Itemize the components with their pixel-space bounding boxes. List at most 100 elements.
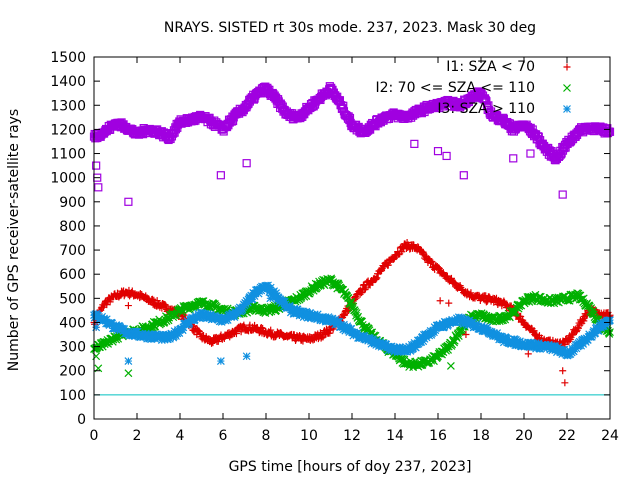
data-point: [422, 333, 431, 342]
data-point: [352, 294, 360, 302]
data-point: [483, 323, 491, 331]
data-point: [295, 311, 304, 320]
data-point: [458, 314, 467, 323]
data-point: [462, 331, 470, 339]
y-tick-label: 200: [59, 364, 86, 380]
data-point: [445, 299, 453, 307]
data-point: [147, 335, 156, 344]
x-tick-label: 14: [386, 428, 404, 444]
axes: 0 2 4 6 8 10 12 14 16 18 20 22 240100200300400500600…: [50, 50, 619, 444]
x-tick-label: 8: [262, 428, 271, 444]
x-tick-label: 0: [90, 428, 99, 444]
x-tick-label: 18: [472, 428, 490, 444]
data-point: [442, 151, 451, 161]
data-point: [482, 97, 491, 106]
data-point: [341, 311, 349, 319]
data-point: [124, 197, 133, 206]
data-point: [403, 347, 412, 356]
data-point: [92, 323, 101, 332]
data-point: [481, 95, 490, 105]
data-point: [250, 292, 259, 300]
x-tick-label: 4: [176, 428, 185, 444]
data-point: [411, 343, 420, 352]
data-point: [451, 279, 459, 287]
data-point: [477, 322, 486, 330]
data-point: [560, 345, 569, 354]
data-point: [602, 321, 610, 329]
data-point: [563, 296, 572, 305]
x-axis-title: GPS time [hours of doy 237, 2023]: [229, 459, 472, 475]
data-point: [120, 325, 129, 333]
data-point: [526, 149, 535, 158]
data-point: [243, 298, 252, 307]
x-tick-label: 22: [558, 428, 576, 444]
y-tick-label: 900: [59, 195, 86, 211]
data-point: [242, 159, 251, 168]
y-tick-label: 1200: [50, 122, 86, 138]
data-point: [204, 309, 213, 318]
data-point: [161, 301, 169, 309]
data-point: [390, 255, 398, 263]
data-point: [559, 367, 567, 375]
data-point: [216, 357, 225, 366]
data-point: [427, 259, 435, 267]
data-point: [238, 305, 247, 314]
data-point: [165, 334, 174, 343]
data-point: [242, 352, 251, 361]
data-point: [450, 338, 459, 347]
data-point: [550, 341, 559, 350]
series-i1-outliers: [92, 297, 569, 387]
data-point: [237, 328, 245, 336]
data-point: [357, 289, 365, 297]
data-point: [102, 315, 111, 324]
data-point: [532, 342, 541, 351]
legend-marker-star: [563, 105, 571, 113]
data-point: [195, 327, 203, 335]
y-tick-label: 1300: [50, 98, 86, 114]
data-point: [340, 312, 348, 320]
data-point: [133, 327, 142, 336]
y-tick-label: 1500: [50, 50, 86, 66]
data-point: [384, 346, 393, 355]
data-point: [558, 190, 567, 199]
x-tick-label: 24: [601, 428, 619, 444]
data-point: [280, 297, 289, 306]
data-point: [473, 319, 481, 328]
data-point: [124, 369, 133, 378]
data-point: [533, 341, 542, 350]
data-point: [208, 339, 216, 347]
data-point: [433, 147, 443, 156]
y-tick-label: 800: [59, 219, 86, 235]
x-tick-label: 12: [343, 428, 361, 444]
x-tick-label: 6: [219, 428, 228, 444]
data-point: [530, 327, 538, 335]
data-point: [257, 324, 265, 332]
data-point: [483, 326, 492, 335]
legend-label: I1: SZA < 70: [446, 59, 535, 75]
data-point: [248, 295, 257, 304]
data-point: [436, 297, 444, 305]
y-axis-title: Number of GPS receiver-satellite rays: [6, 109, 22, 371]
series-total-outliers: [92, 139, 567, 206]
data-point: [347, 324, 356, 333]
x-tick-label: 10: [300, 428, 318, 444]
legend-label: I3: SZA > 110: [437, 101, 535, 117]
data-point: [589, 310, 598, 319]
data-point: [558, 350, 567, 358]
data-point: [272, 289, 281, 297]
data-point: [481, 327, 489, 336]
data-point: [339, 101, 348, 110]
data-point: [326, 329, 334, 337]
x-tick-label: 2: [133, 428, 142, 444]
data-point: [554, 343, 563, 352]
data-point: [266, 294, 275, 303]
data-point: [578, 316, 586, 324]
data-point: [410, 139, 419, 148]
y-tick-label: 1000: [50, 171, 86, 187]
data-point: [178, 326, 187, 335]
data-point: [335, 317, 344, 326]
data-point: [580, 317, 588, 325]
data-point: [509, 154, 518, 163]
data-point: [162, 302, 170, 310]
